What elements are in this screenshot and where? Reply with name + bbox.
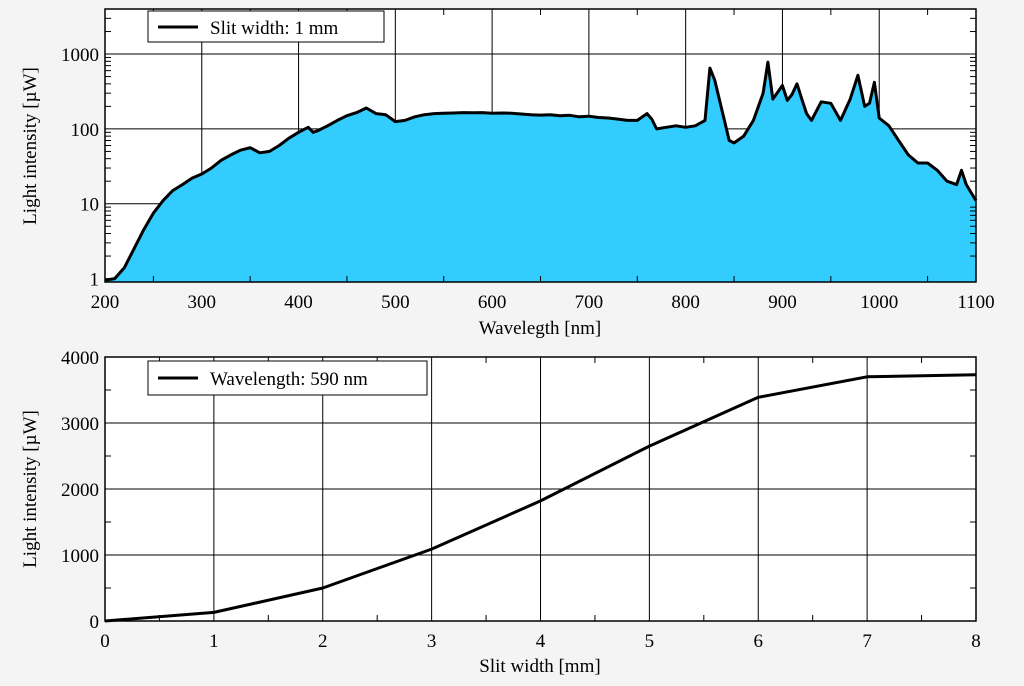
spectrum-area bbox=[105, 62, 976, 282]
slit-y-tick-label: 4000 bbox=[61, 348, 99, 369]
spectrum-y-tick-label: 1000 bbox=[61, 45, 99, 66]
slit-x-tick-label: 6 bbox=[754, 631, 764, 652]
spectrum-y-tick-label: 1 bbox=[90, 270, 100, 291]
slit-x-tick-label: 7 bbox=[862, 631, 872, 652]
slit-legend: Wavelength: 590 nm bbox=[147, 360, 428, 396]
slit-x-axis-label: Slit width [mm] bbox=[479, 656, 600, 677]
slit-x-tick-label: 5 bbox=[645, 631, 655, 652]
slit-panel: 0 1 2 3 4 5 6 7 8 0 1000 2000 3000 4000 Wavelength: 5… bbox=[20, 348, 981, 677]
spectrum-x-tick-label: 200 bbox=[91, 292, 120, 313]
slit-legend-label: Wavelength: 590 nm bbox=[210, 369, 368, 390]
spectrum-line bbox=[104, 60, 978, 282]
slit-y-axis-label: Light intensity [µW] bbox=[20, 410, 41, 568]
slit-x-tick-label: 2 bbox=[318, 631, 328, 652]
slit-y-tick-label: 3000 bbox=[61, 414, 99, 435]
slit-x-tick-label: 1 bbox=[209, 631, 219, 652]
spectrum-plot-frame bbox=[104, 8, 977, 283]
spectrum-x-axis-label: Wavelegth [nm] bbox=[479, 318, 601, 339]
slit-plot-frame bbox=[104, 356, 977, 622]
spectrum-x-tick-label: 600 bbox=[478, 292, 507, 313]
slit-y-tick-label: 1000 bbox=[61, 546, 99, 567]
spectrum-x-tick-label: 900 bbox=[768, 292, 797, 313]
slit-y-tick-label: 0 bbox=[90, 612, 100, 633]
slit-x-tick-label: 0 bbox=[100, 631, 110, 652]
spectrum-panel: 200 300 400 500 600 700 800 900 1000 1100 1 10 100 10… bbox=[20, 8, 995, 339]
spectrum-legend-label: Slit width: 1 mm bbox=[210, 18, 338, 39]
spectrum-x-tick-label: 1100 bbox=[957, 292, 994, 313]
spectrum-x-tick-label: 700 bbox=[575, 292, 604, 313]
spectrum-x-tick-label: 300 bbox=[188, 292, 217, 313]
slit-x-tick-label: 8 bbox=[971, 631, 981, 652]
spectrum-y-axis-label: Light intensity [µW] bbox=[20, 67, 41, 225]
slit-x-tick-label: 3 bbox=[427, 631, 437, 652]
spectrum-x-tick-label: 400 bbox=[284, 292, 313, 313]
spectrum-y-tick-label: 100 bbox=[71, 120, 100, 141]
spectrum-x-tick-label: 800 bbox=[671, 292, 700, 313]
slit-y-tick-label: 2000 bbox=[61, 480, 99, 501]
slit-ticks: 0 1 2 3 4 5 6 7 8 0 1000 2000 3000 4000 bbox=[61, 348, 981, 652]
spectrum-x-tick-label: 500 bbox=[381, 292, 410, 313]
spectrum-x-tick-label: 1000 bbox=[860, 292, 898, 313]
slit-x-tick-label: 4 bbox=[536, 631, 546, 652]
slit-line bbox=[104, 373, 977, 623]
spectrum-y-tick-label: 10 bbox=[80, 195, 99, 216]
spectrum-ticks: 200 300 400 500 600 700 800 900 1000 1100 1 10 100 10… bbox=[61, 8, 995, 313]
spectrum-legend: Slit width: 1 mm bbox=[147, 10, 385, 43]
